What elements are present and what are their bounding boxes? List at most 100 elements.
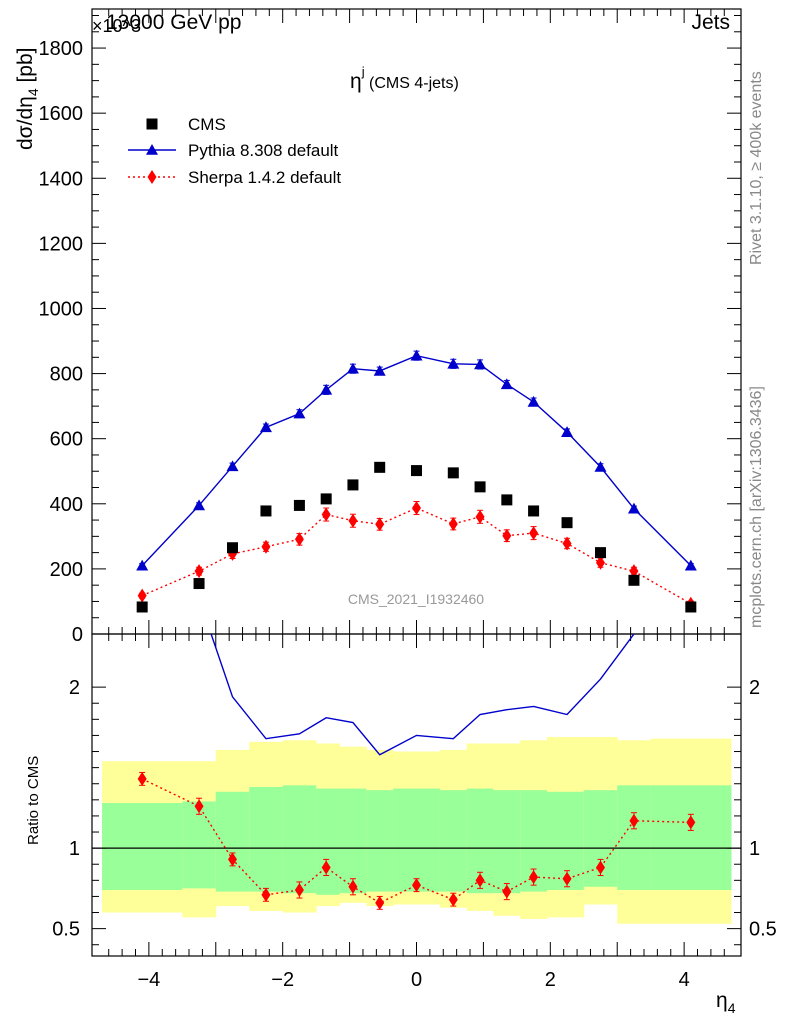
cms-point xyxy=(293,499,305,511)
sherpa-line xyxy=(141,507,692,605)
pythia-point xyxy=(594,461,607,472)
main-y-tick-label: 1600 xyxy=(39,103,84,125)
pythia-point xyxy=(474,358,487,370)
x-tick-label: 2 xyxy=(545,969,556,991)
cms-point xyxy=(501,494,513,506)
pythia-point xyxy=(627,502,640,514)
sherpa-ratio-point xyxy=(448,892,458,907)
green-band-bin xyxy=(546,791,585,890)
green-band-bin xyxy=(617,785,652,890)
sherpa-point xyxy=(529,526,539,541)
green-band-bin xyxy=(393,788,441,892)
main-frame xyxy=(91,8,742,635)
title-main: η xyxy=(350,70,362,93)
x-tick-label: 0 xyxy=(411,969,422,991)
header-top-left: 13000 GeV pp xyxy=(106,11,241,34)
pythia-point xyxy=(561,426,574,437)
pythia-point xyxy=(259,421,272,433)
cms-point xyxy=(685,601,697,613)
svg-text:η4: η4 xyxy=(716,989,736,1016)
cms-point xyxy=(320,493,332,505)
sherpa-ratio-point xyxy=(629,813,639,828)
sherpa-ratio-point xyxy=(595,860,605,875)
ratio-y-tick-label: 1 xyxy=(69,838,80,860)
main-y-tick-label: 1800 xyxy=(39,38,84,60)
cms-point xyxy=(260,505,272,517)
sherpa-ratio-point xyxy=(228,852,238,867)
sherpa-ratio-point xyxy=(137,771,147,786)
cms-point xyxy=(374,461,386,473)
main-y-tick-label: 1000 xyxy=(39,298,84,320)
sherpa-ratio-point xyxy=(375,895,385,910)
sherpa-ratio-point xyxy=(475,873,485,888)
svg-text:dσ/dη4 [pb]: dσ/dη4 [pb] xyxy=(14,47,41,150)
sherpa-ratio-point xyxy=(502,884,512,899)
pythia-point xyxy=(527,395,540,407)
ratio-y-tick-label-right: 2 xyxy=(749,677,760,699)
green-band-bin xyxy=(650,785,732,890)
sherpa-ratio-point xyxy=(321,860,331,875)
pythia-point xyxy=(684,559,697,571)
sherpa-point xyxy=(375,517,385,532)
legend-label: Sherpa 1.4.2 default xyxy=(188,168,341,187)
sherpa-ratio-line xyxy=(141,778,691,904)
cms-point xyxy=(594,547,606,559)
legend-sherpa-marker xyxy=(147,170,157,184)
sherpa-ratio-point xyxy=(562,871,572,886)
green-band-bin xyxy=(102,803,183,890)
sherpa-point xyxy=(595,555,605,570)
ratio-y-tick-label-right: 0.5 xyxy=(749,919,777,941)
title-sup: j xyxy=(361,64,365,79)
x-tick-label: −4 xyxy=(137,969,160,991)
sherpa-ratio-point xyxy=(194,799,204,814)
green-band-bin xyxy=(316,788,341,895)
green-band-bin xyxy=(439,790,468,892)
green-band-bin xyxy=(282,785,317,894)
title-suffix: (CMS 4-jets) xyxy=(365,75,459,92)
ratio-y-axis-title: Ratio to CMS xyxy=(25,756,42,845)
pythia-point xyxy=(193,499,206,511)
green-band-bin xyxy=(339,788,367,894)
sherpa-point xyxy=(261,539,271,554)
ratio-y-tick-label: 2 xyxy=(69,677,80,699)
cms-point xyxy=(447,467,459,479)
pythia-point xyxy=(447,357,460,369)
pythia-ratio-line xyxy=(210,634,636,756)
watermark-label: CMS_2021_I1932460 xyxy=(348,591,484,607)
ratio-panel-series xyxy=(137,634,696,910)
green-band-bin xyxy=(249,786,284,892)
sherpa-ratio-point xyxy=(529,870,539,885)
ratio-y-tick-label: 0.5 xyxy=(52,919,80,941)
pythia-point xyxy=(346,362,359,374)
pythia-point xyxy=(320,383,333,395)
legend-label: CMS xyxy=(188,115,226,134)
sherpa-ratio-point xyxy=(348,879,358,894)
main-y-tick-label: 400 xyxy=(50,494,83,516)
pythia-point xyxy=(293,407,306,419)
cms-point xyxy=(347,479,359,491)
legend-pythia-marker xyxy=(146,144,158,155)
rivet-version-label: Rivet 3.1.10, ≥ 400k events xyxy=(748,71,765,265)
x-tick-label: −2 xyxy=(271,969,294,991)
sherpa-point xyxy=(294,532,304,547)
sherpa-point xyxy=(502,528,512,543)
pythia-point xyxy=(500,378,513,390)
sherpa-point xyxy=(348,513,358,528)
sherpa-point xyxy=(562,536,572,551)
legend-cms-marker xyxy=(146,118,158,130)
green-band-bin xyxy=(182,801,217,889)
sherpa-point xyxy=(137,588,147,603)
header-top-right: Jets xyxy=(691,11,730,34)
cms-point xyxy=(474,481,486,493)
pythia-point xyxy=(373,364,386,376)
y-exponent-label: ×10^3 xyxy=(92,16,141,36)
green-band-bin xyxy=(366,790,394,892)
sherpa-point xyxy=(629,564,639,579)
pythia-point xyxy=(410,349,423,361)
plot-title: ηj (CMS 4-jets) xyxy=(350,64,459,93)
sherpa-point xyxy=(321,507,331,522)
cms-point xyxy=(561,517,573,529)
sherpa-ratio-point xyxy=(412,878,421,893)
pythia-point xyxy=(136,559,149,571)
